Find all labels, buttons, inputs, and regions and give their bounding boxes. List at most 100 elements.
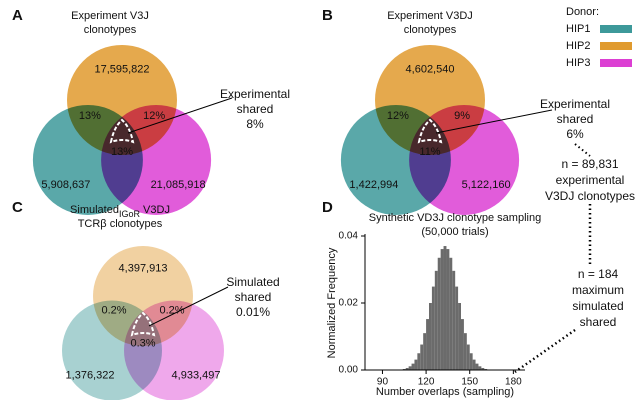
bar [423, 333, 427, 370]
chart-title: Experiment V3DJ [387, 10, 473, 22]
shared-label: Simulated [226, 275, 279, 289]
bar [452, 270, 456, 370]
callout: simulated [572, 299, 623, 313]
overlap-percent: 12% [143, 110, 165, 122]
title-segment: Experiment V3DJ [387, 10, 473, 22]
bar [414, 359, 418, 370]
title-segment: Simulated [70, 204, 119, 216]
chart-title: TCRβ clonotypes [78, 218, 163, 230]
x-tick-label: 120 [418, 377, 435, 388]
bar [429, 303, 432, 370]
connector [514, 328, 576, 374]
shared-value: 6% [566, 127, 584, 141]
pointer [148, 286, 229, 327]
overlap-percent: 13% [111, 146, 133, 158]
overlap-percent: 13% [79, 110, 101, 122]
chart-title: SimulatedIGoR V3DJ [70, 204, 170, 219]
bar [478, 366, 482, 370]
set-count: 21,085,918 [151, 179, 206, 191]
overlap-percent: 11% [419, 146, 440, 158]
connector [574, 143, 591, 157]
chart-title: clonotypes [404, 24, 457, 36]
shared-label: shared [235, 290, 272, 304]
y-axis-label: Normalized Frequency [326, 247, 338, 358]
bar [481, 367, 485, 370]
shared-value: 8% [246, 117, 264, 131]
set-circle [124, 300, 224, 400]
legend-title: Donor: [566, 6, 599, 18]
title-segment: IGoR [119, 209, 141, 219]
shared-label: shared [557, 112, 594, 126]
bar [437, 257, 441, 370]
shared-label: Experimental [540, 97, 610, 111]
bar [475, 363, 479, 370]
callout: experimental [556, 173, 625, 187]
chart-title: clonotypes [84, 24, 137, 36]
bar [446, 249, 450, 370]
overlap-percent: 0.2% [159, 305, 184, 317]
bar [472, 359, 476, 370]
shared-region [417, 118, 443, 144]
title-segment: V3DJ [140, 204, 170, 216]
x-tick-label: 90 [377, 377, 389, 388]
shared-value: 0.01% [236, 305, 270, 319]
bar [449, 257, 453, 370]
overlap-percent: 0.2% [101, 305, 126, 317]
x-axis-label: Number overlaps (sampling) [376, 386, 514, 398]
panel-label: A [12, 7, 23, 24]
set-count: 4,602,540 [406, 64, 455, 76]
set-count: 5,122,160 [462, 179, 511, 191]
bar [411, 363, 415, 370]
bar [443, 246, 447, 370]
bar [417, 353, 421, 370]
y-tick-label: 0.02 [339, 298, 359, 309]
bar [405, 367, 409, 370]
bar [440, 249, 444, 370]
set-count: 5,908,637 [41, 179, 90, 191]
bar [431, 286, 435, 370]
set-count: 1,422,994 [349, 179, 398, 191]
legend-swatch [600, 25, 632, 33]
bar [484, 368, 488, 370]
title-segment: TCRβ clonotypes [78, 218, 163, 230]
chart-title: Synthetic VD3J clonotype sampling [369, 212, 541, 224]
legend-label: HIP3 [566, 57, 590, 69]
title-segment: clonotypes [404, 24, 457, 36]
x-tick-label: 180 [505, 377, 522, 388]
bar [469, 353, 473, 370]
y-tick-label: 0.04 [339, 231, 359, 242]
bar [434, 270, 438, 370]
y-tick-label: 0.00 [339, 365, 359, 376]
overlap-percent: 9% [454, 110, 470, 122]
callout: shared [580, 315, 617, 329]
bar [455, 286, 459, 370]
bar [461, 319, 464, 370]
callout: n = 184 [578, 267, 619, 281]
callout: n = 89,831 [561, 157, 618, 171]
pointer [435, 109, 553, 134]
bar [426, 319, 429, 370]
shared-region [130, 311, 156, 337]
chart-title: Experiment V3J [71, 10, 149, 22]
legend-label: HIP1 [566, 23, 590, 35]
panel-label: C [12, 199, 23, 216]
legend-swatch [600, 42, 632, 50]
title-segment: clonotypes [84, 24, 137, 36]
panel-label: D [322, 199, 333, 216]
overlap-percent: 12% [387, 110, 409, 122]
set-count: 1,376,322 [66, 369, 115, 381]
set-count: 4,933,497 [172, 369, 221, 381]
callout: V3DJ clonotypes [545, 189, 635, 203]
bar [420, 344, 424, 370]
set-count: 4,397,913 [119, 262, 168, 274]
shared-label: shared [237, 102, 274, 116]
pointer [127, 97, 233, 134]
legend-label: HIP2 [566, 40, 590, 52]
bar [466, 344, 470, 370]
set-count: 17,595,822 [94, 64, 149, 76]
bar [408, 366, 412, 370]
legend-swatch [600, 59, 632, 67]
x-tick-label: 150 [461, 377, 478, 388]
